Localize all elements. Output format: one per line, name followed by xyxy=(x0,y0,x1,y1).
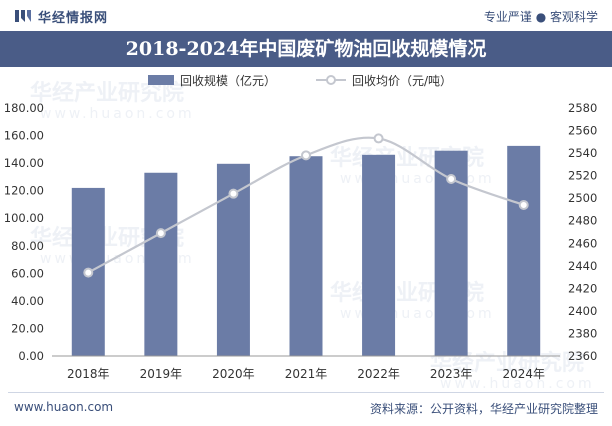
right-axis-tick-label: 2440 xyxy=(568,259,597,273)
left-axis-tick-label: 180.00 xyxy=(4,101,44,115)
legend-swatch-bar xyxy=(148,75,174,85)
line-point xyxy=(373,133,384,144)
line-series xyxy=(83,133,529,278)
bar-series xyxy=(71,145,541,356)
x-axis-tick-label: 2023年 xyxy=(430,367,473,381)
legend-swatch-marker xyxy=(326,75,336,85)
chart-title: 2018-2024年中国废矿物油回收规模情况 xyxy=(125,38,487,60)
x-axis-tick-label: 2018年 xyxy=(67,367,110,381)
right-axis-tick-label: 2480 xyxy=(568,214,597,228)
top-bar: 华经情报网 专业严谨 ● 客观科学 xyxy=(0,0,612,30)
bar xyxy=(289,156,323,356)
right-axis-tick-label: 2380 xyxy=(568,326,597,340)
left-axis-tick-label: 160.00 xyxy=(4,129,44,143)
line-point xyxy=(301,150,311,161)
brand-name: 华经情报网 xyxy=(38,10,109,26)
right-axis-tick-label: 2360 xyxy=(568,349,597,363)
bar xyxy=(507,145,541,356)
footer-divider xyxy=(8,392,604,393)
footer-website: www.huaon.com xyxy=(14,400,114,414)
x-axis-tick-label: 2024年 xyxy=(502,367,545,381)
line-point xyxy=(446,174,457,185)
brand: 华经情报网 xyxy=(14,6,108,26)
footer-source: 资料来源：公开资料，华经产业研究院整理 xyxy=(369,402,598,416)
left-axis-tick-label: 0.00 xyxy=(18,349,44,363)
watermark-url: www.huaon.com xyxy=(40,106,195,122)
right-axis-tick-label: 2540 xyxy=(568,146,597,160)
legend: 回收规模（亿元） 回收均价（元/吨） xyxy=(148,73,452,88)
legend-label-line: 回收均价（元/吨） xyxy=(352,74,452,88)
bar xyxy=(144,172,178,356)
right-axis-tick-label: 2460 xyxy=(568,236,597,250)
brand-logo-icon xyxy=(15,10,31,22)
bar xyxy=(362,154,396,356)
right-axis: 2360 2380 2400 2420 2440 2460 2480 2500 2520 2540… xyxy=(568,101,597,363)
right-axis-tick-label: 2560 xyxy=(568,124,597,138)
slogan: 专业严谨 ● 客观科学 xyxy=(483,10,598,24)
bar xyxy=(434,150,468,356)
title-bar: 2018-2024年中国废矿物油回收规模情况 xyxy=(0,31,612,67)
left-axis-tick-label: 60.00 xyxy=(11,266,44,280)
left-axis: 0.00 20.00 40.00 60.00 80.00 100.00 120.00 140.… xyxy=(4,101,44,363)
line-point xyxy=(518,199,529,210)
left-axis-tick-label: 80.00 xyxy=(11,239,44,253)
line-point xyxy=(83,267,94,278)
left-axis-tick-label: 40.00 xyxy=(11,294,44,308)
x-axis-tick-label: 2020年 xyxy=(212,367,255,381)
line-point xyxy=(228,188,239,199)
right-axis-tick-label: 2400 xyxy=(568,304,597,318)
right-axis-tick-label: 2580 xyxy=(568,101,597,115)
left-axis-tick-label: 120.00 xyxy=(4,184,44,198)
line-point xyxy=(155,228,166,239)
x-axis-tick-label: 2019年 xyxy=(140,367,183,381)
x-axis-tick-label: 2021年 xyxy=(285,367,328,381)
right-axis-tick-label: 2500 xyxy=(568,191,597,205)
x-axis-tick-label: 2022年 xyxy=(357,367,400,381)
right-axis-tick-label: 2420 xyxy=(568,281,597,295)
watermark-url: www.huaon.com xyxy=(440,376,595,392)
left-axis-tick-label: 140.00 xyxy=(4,156,44,170)
x-axis: 2018年 2019年 2020年 2021年 2022年 2023年 2024年 xyxy=(52,355,560,381)
legend-label-bar: 回收规模（亿元） xyxy=(180,73,276,88)
chart: 华经产业研究院www.huaon.com华经产业研究院www.huaon.com… xyxy=(4,73,598,392)
left-axis-tick-label: 100.00 xyxy=(4,211,44,225)
right-axis-tick-label: 2520 xyxy=(568,169,597,183)
left-axis-tick-label: 20.00 xyxy=(11,321,44,335)
